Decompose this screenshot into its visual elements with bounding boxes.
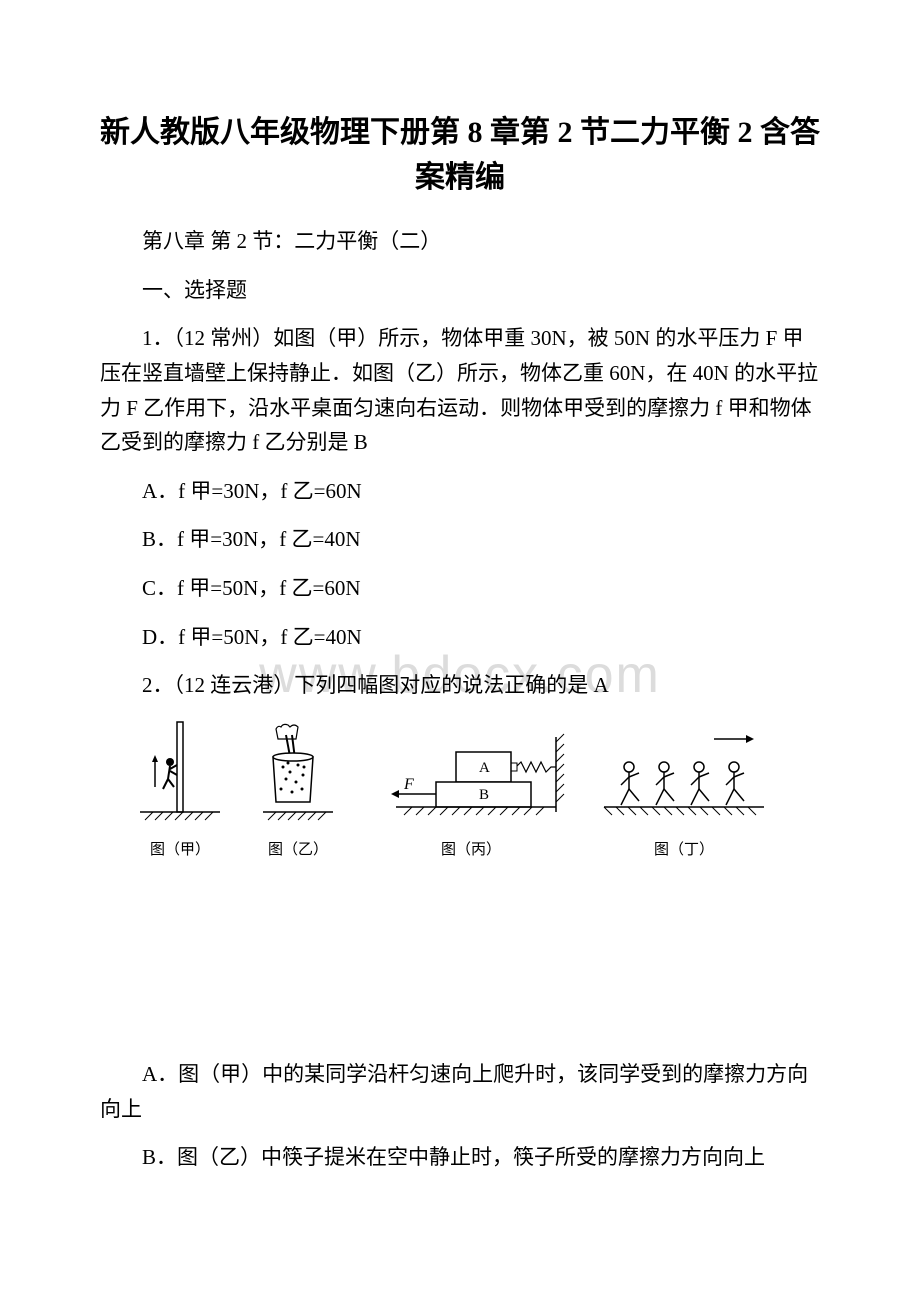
caption-bing: 图（丙）: [366, 838, 576, 859]
q1-text: 1．（12 常州）如图（甲）所示，物体甲重 30N，被 50N 的水平压力 F …: [100, 321, 820, 460]
q2-optB: B．图（乙）中筷子提米在空中静止时，筷子所受的摩擦力方向向上: [100, 1140, 820, 1175]
figure-bing-svg: A B F: [366, 717, 576, 827]
caption-jia: 图（甲）: [130, 838, 230, 859]
caption-yi: 图（乙）: [248, 838, 348, 859]
label-A: A: [479, 760, 490, 776]
q1-optB: B．f 甲=30N，f 乙=40N: [100, 522, 820, 557]
q2-text: 2．（12 连云港）下列四幅图对应的说法正确的是 A: [100, 668, 820, 703]
page-title: 新人教版八年级物理下册第 8 章第 2 节二力平衡 2 含答案精编: [100, 110, 820, 200]
q1-optD: D．f 甲=50N，f 乙=40N: [100, 620, 820, 655]
figure-yi-svg: [248, 717, 348, 827]
figure-ding: 图（丁）: [594, 717, 774, 859]
figure-jia-svg: [130, 717, 230, 827]
label-F: F: [403, 776, 414, 793]
q2-optA: A．图（甲）中的某同学沿杆匀速向上爬升时，该同学受到的摩擦力方向向上: [100, 1057, 820, 1126]
q1-optC: C．f 甲=50N，f 乙=60N: [100, 571, 820, 606]
figure-jia: 图（甲）: [130, 717, 230, 859]
figure-ding-svg: [594, 717, 774, 827]
label-B: B: [479, 787, 489, 803]
spacer: [100, 877, 820, 1057]
caption-ding: 图（丁）: [594, 838, 774, 859]
figure-bing: A B F: [366, 717, 576, 859]
figures-row: 图（甲）: [130, 717, 820, 859]
subtitle: 第八章 第 2 节：二力平衡（二）: [100, 224, 820, 259]
section-heading: 一、选择题: [100, 273, 820, 308]
q1-optA: A．f 甲=30N，f 乙=60N: [100, 474, 820, 509]
figure-yi: 图（乙）: [248, 717, 348, 859]
